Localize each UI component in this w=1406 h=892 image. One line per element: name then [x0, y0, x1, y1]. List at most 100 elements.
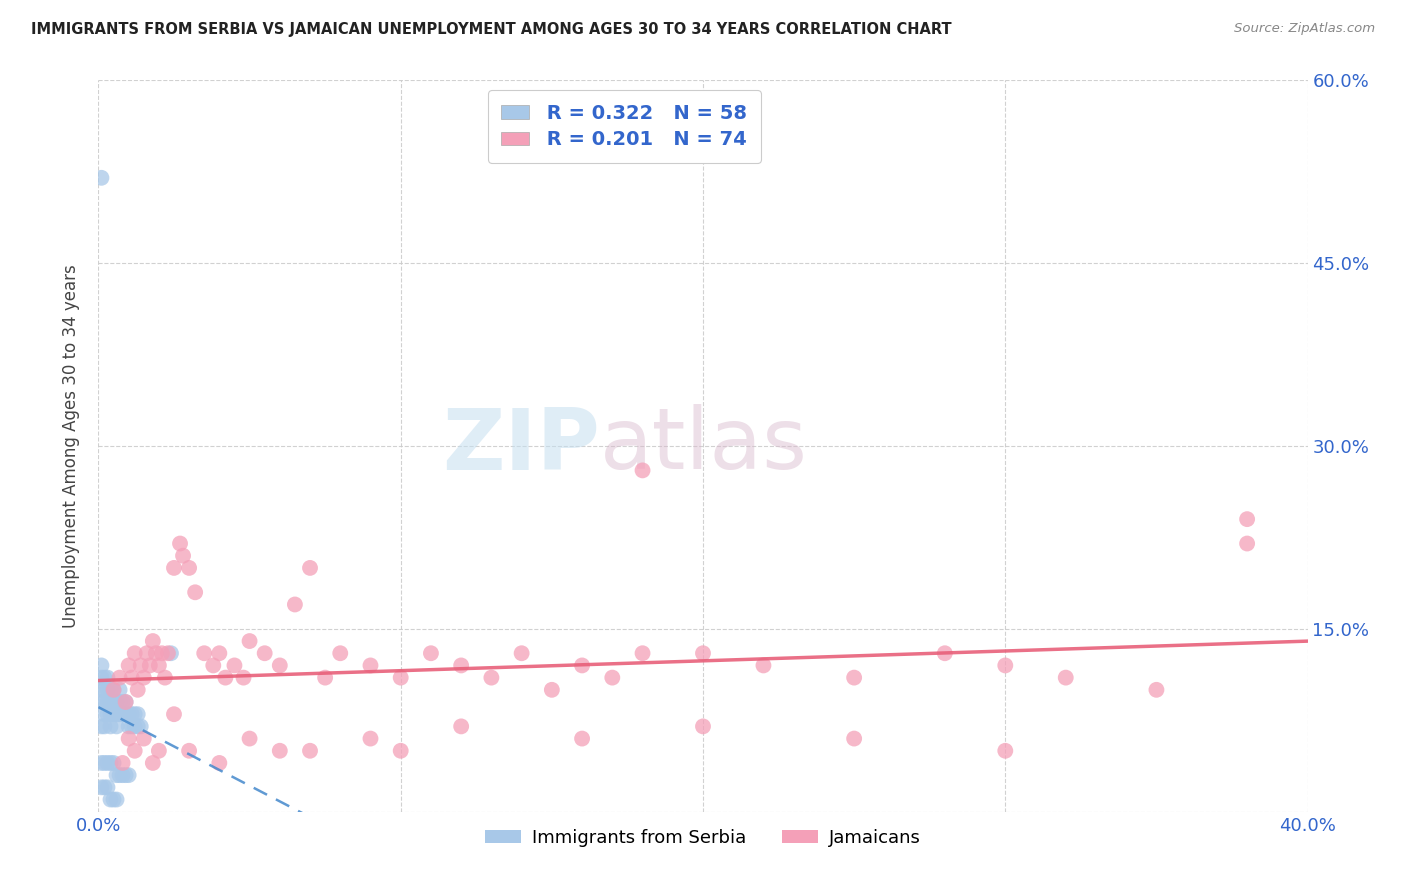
Point: [114, 768, 136, 782]
Point: [184, 585, 207, 599]
Point: [111, 695, 134, 709]
Point: [994, 744, 1017, 758]
Point: [389, 744, 412, 758]
Point: [108, 707, 131, 722]
Point: [145, 646, 167, 660]
Point: [127, 682, 149, 697]
Point: [124, 707, 146, 722]
Text: ZIP: ZIP: [443, 404, 600, 488]
Point: [135, 646, 157, 660]
Point: [114, 695, 136, 709]
Point: [121, 707, 143, 722]
Point: [148, 658, 170, 673]
Point: [96, 695, 118, 709]
Point: [90, 170, 112, 185]
Point: [108, 768, 131, 782]
Point: [96, 707, 118, 722]
Point: [163, 561, 186, 575]
Point: [111, 707, 134, 722]
Point: [100, 682, 122, 697]
Point: [124, 744, 146, 758]
Point: [1054, 671, 1077, 685]
Point: [105, 792, 128, 806]
Point: [420, 646, 443, 660]
Point: [90, 756, 112, 770]
Point: [96, 682, 118, 697]
Point: [360, 731, 382, 746]
Point: [96, 756, 118, 770]
Point: [103, 682, 125, 697]
Point: [179, 744, 201, 758]
Point: [118, 658, 141, 673]
Point: [127, 707, 149, 722]
Point: [90, 780, 112, 795]
Point: [844, 671, 866, 685]
Point: [389, 671, 412, 685]
Point: [93, 780, 115, 795]
Point: [510, 646, 533, 660]
Point: [169, 536, 191, 550]
Point: [450, 719, 472, 733]
Point: [93, 682, 115, 697]
Point: [103, 695, 125, 709]
Point: [299, 744, 322, 758]
Point: [269, 744, 291, 758]
Point: [148, 744, 170, 758]
Point: [179, 561, 201, 575]
Point: [114, 707, 136, 722]
Point: [208, 756, 231, 770]
Point: [118, 768, 141, 782]
Point: [692, 719, 714, 733]
Point: [934, 646, 956, 660]
Point: [121, 719, 143, 733]
Point: [224, 658, 246, 673]
Point: [108, 682, 131, 697]
Point: [752, 658, 775, 673]
Point: [299, 561, 322, 575]
Point: [602, 671, 624, 685]
Point: [118, 707, 141, 722]
Legend: Immigrants from Serbia, Jamaicans: Immigrants from Serbia, Jamaicans: [478, 822, 928, 854]
Point: [253, 646, 276, 660]
Point: [208, 646, 231, 660]
Point: [100, 756, 122, 770]
Point: [163, 707, 186, 722]
Point: [571, 658, 593, 673]
Point: [93, 756, 115, 770]
Point: [139, 658, 162, 673]
Point: [90, 695, 112, 709]
Point: [239, 731, 262, 746]
Point: [692, 646, 714, 660]
Point: [129, 658, 152, 673]
Point: [96, 671, 118, 685]
Point: [100, 792, 122, 806]
Point: [150, 646, 173, 660]
Point: [284, 598, 307, 612]
Point: [172, 549, 194, 563]
Text: IMMIGRANTS FROM SERBIA VS JAMAICAN UNEMPLOYMENT AMONG AGES 30 TO 34 YEARS CORREL: IMMIGRANTS FROM SERBIA VS JAMAICAN UNEMP…: [31, 22, 952, 37]
Point: [111, 756, 134, 770]
Text: Source: ZipAtlas.com: Source: ZipAtlas.com: [1234, 22, 1375, 36]
Point: [540, 682, 562, 697]
Point: [631, 646, 654, 660]
Point: [631, 463, 654, 477]
Point: [129, 719, 152, 733]
Point: [108, 695, 131, 709]
Point: [450, 658, 472, 673]
Point: [127, 719, 149, 733]
Point: [160, 646, 183, 660]
Point: [93, 719, 115, 733]
Point: [108, 671, 131, 685]
Point: [1144, 682, 1167, 697]
Point: [105, 707, 128, 722]
Point: [93, 671, 115, 685]
Point: [124, 719, 146, 733]
Point: [202, 658, 225, 673]
Point: [103, 756, 125, 770]
Point: [90, 719, 112, 733]
Point: [100, 707, 122, 722]
Point: [103, 707, 125, 722]
Point: [93, 707, 115, 722]
Point: [105, 719, 128, 733]
Point: [571, 731, 593, 746]
